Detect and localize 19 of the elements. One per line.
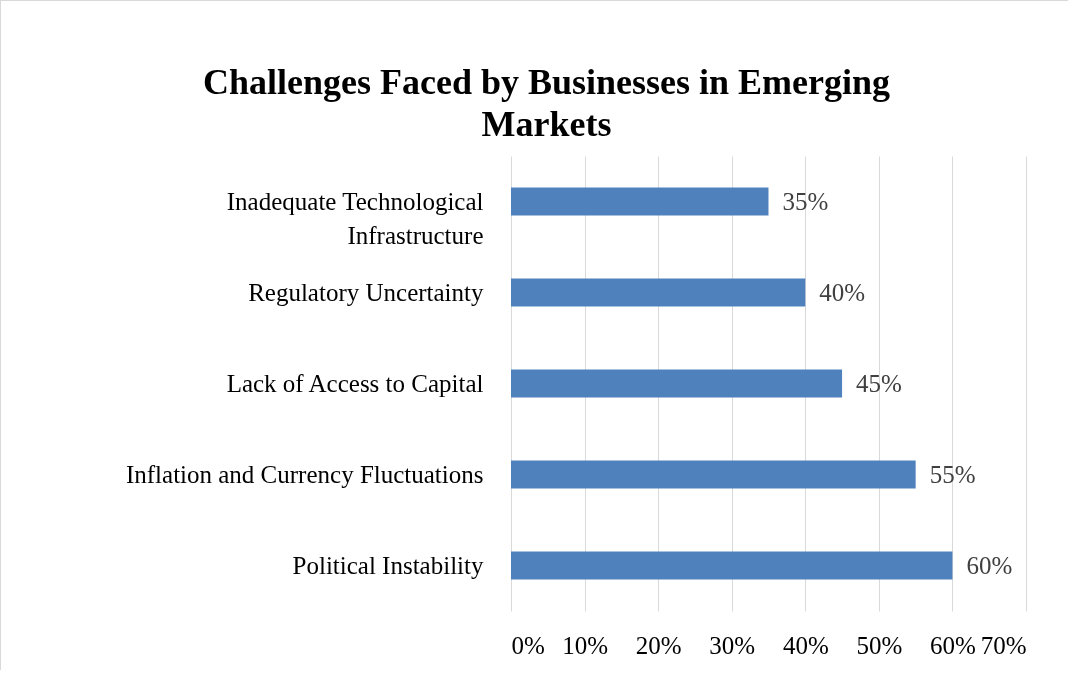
y-tick-label: Regulatory Uncertainty [248,278,484,306]
x-tick-label: 40% [782,631,829,659]
y-tick-label: Lack of Access to Capital [226,369,484,397]
chart-title: Challenges Faced by Businesses in Emerging Markets [202,62,891,144]
x-tick-label: 70% [980,631,1027,659]
data-label: 55% [929,460,976,488]
data-label: 60% [966,551,1013,579]
x-tick-label: 20% [635,631,682,659]
x-tick-label: 0% [511,631,545,659]
x-tick-label: 10% [562,631,608,659]
y-tick-label: Inflation and Currency Fluctuations [125,460,484,488]
y-tick-label: Political Instability [292,551,484,579]
x-tick-label: 30% [709,631,756,659]
y-tick-label: Inadequate Technological Infrastructure [226,187,484,249]
data-label: 45% [856,369,902,397]
x-tick-label: 60% [930,631,976,659]
x-tick-label: 50% [856,631,903,659]
data-label: 40% [819,278,866,306]
data-label: 35% [782,187,829,215]
